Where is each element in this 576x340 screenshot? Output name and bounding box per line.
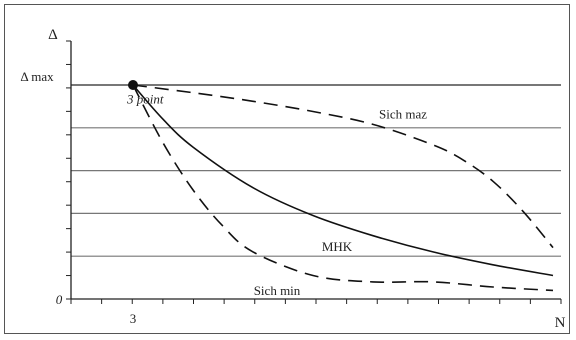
series-line-sich-maz <box>133 85 553 248</box>
y-tick-label: 0 <box>56 292 63 307</box>
annotation-3-point: 3 point <box>126 91 164 106</box>
x-axis-label: N <box>555 315 566 331</box>
annotation-sich-maz: Sich maz <box>379 106 427 121</box>
label-layer: Δ N 0 Δ max 3 3 point Sich maz MHK Sich min <box>20 27 565 331</box>
y-axis-label: Δ <box>48 27 58 43</box>
axis-layer <box>66 41 561 304</box>
y-tick-label: Δ max <box>20 69 54 84</box>
series-line-sich-min <box>133 85 553 290</box>
annotation-sich-min: Sich min <box>254 283 301 298</box>
annotation-mhk: MHK <box>322 239 353 254</box>
chart-svg: Δ N 0 Δ max 3 3 point Sich maz MHK Sich min <box>5 5 571 335</box>
series-layer <box>128 80 553 290</box>
grid-layer <box>71 85 561 256</box>
chart-frame: Δ N 0 Δ max 3 3 point Sich maz MHK Sich min <box>4 4 570 334</box>
x-tick-label: 3 <box>130 311 137 326</box>
start-point-marker <box>128 80 138 90</box>
